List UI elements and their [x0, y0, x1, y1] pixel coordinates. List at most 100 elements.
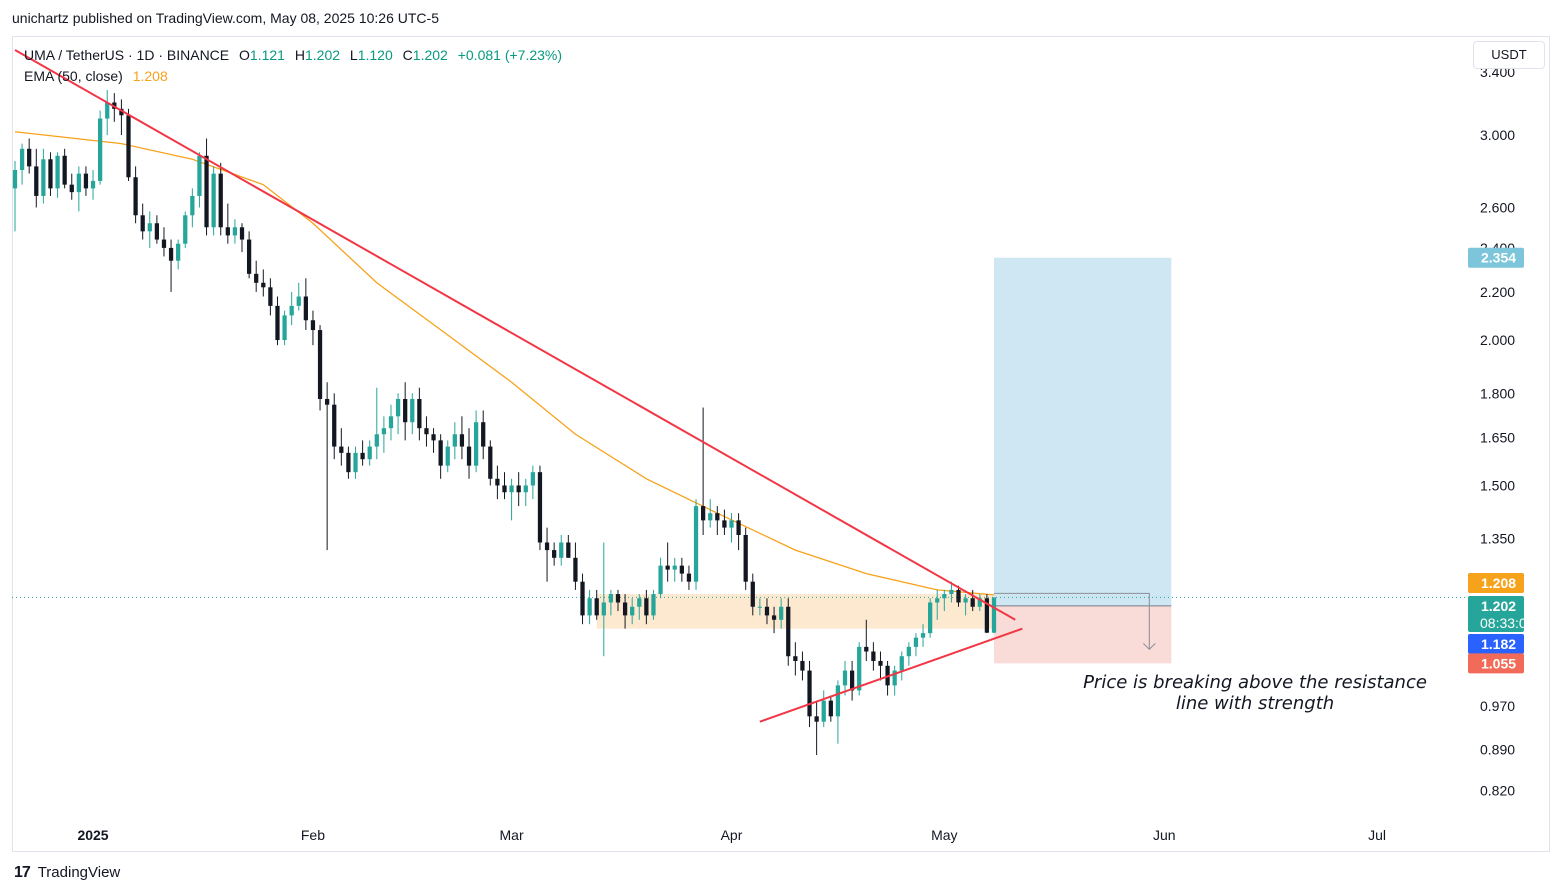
candle-body[interactable] — [395, 398, 401, 417]
candle-body[interactable] — [651, 594, 656, 616]
resistance-trendline[interactable] — [14, 49, 1016, 621]
candle-body[interactable] — [942, 594, 947, 599]
candle-body[interactable] — [438, 440, 443, 466]
candle-body[interactable] — [920, 633, 926, 638]
candle-body[interactable] — [48, 159, 53, 189]
candle-body[interactable] — [133, 177, 138, 216]
candle-body[interactable] — [906, 646, 911, 657]
candle-body[interactable] — [984, 598, 990, 633]
candle-body[interactable] — [41, 159, 46, 196]
candle-body[interactable] — [644, 598, 649, 616]
candle-body[interactable] — [445, 446, 450, 466]
candle-body[interactable] — [488, 446, 493, 479]
candle-body[interactable] — [509, 485, 514, 493]
candle-body[interactable] — [793, 656, 798, 661]
candle-body[interactable] — [197, 155, 202, 196]
candle-body[interactable] — [211, 173, 216, 228]
candle-body[interactable] — [679, 565, 684, 574]
candle-body[interactable] — [537, 472, 543, 543]
candle-body[interactable] — [722, 520, 727, 528]
candle-body[interactable] — [90, 180, 96, 189]
candle-body[interactable] — [346, 452, 351, 473]
candle-body[interactable] — [977, 598, 982, 607]
candle-body[interactable] — [913, 637, 919, 647]
candle-body[interactable] — [729, 520, 734, 528]
candle-body[interactable] — [19, 148, 25, 170]
candle-body[interactable] — [495, 478, 500, 486]
candle-body[interactable] — [842, 670, 848, 686]
candle-body[interactable] — [573, 557, 578, 582]
candle-body[interactable] — [764, 606, 770, 616]
candle-body[interactable] — [204, 155, 209, 228]
candle-body[interactable] — [353, 452, 358, 473]
candle-body[interactable] — [700, 506, 706, 521]
candle-body[interactable] — [821, 700, 826, 722]
candle-body[interactable] — [374, 434, 379, 447]
candle-body[interactable] — [452, 434, 457, 447]
candle-body[interactable] — [608, 594, 614, 603]
candle-body[interactable] — [140, 215, 145, 232]
candle-body[interactable] — [871, 651, 876, 661]
candle-body[interactable] — [218, 173, 223, 228]
candle-body[interactable] — [864, 646, 869, 652]
candle-body[interactable] — [176, 243, 181, 261]
candle-body[interactable] — [62, 155, 67, 185]
candle-body[interactable] — [275, 305, 280, 341]
candle-body[interactable] — [55, 155, 60, 189]
candle-body[interactable] — [665, 565, 670, 570]
candle-body[interactable] — [559, 542, 564, 558]
candle-body[interactable] — [69, 184, 74, 193]
candle-body[interactable] — [98, 118, 103, 181]
candle-body[interactable] — [566, 542, 571, 558]
candle-body[interactable] — [296, 296, 301, 306]
candle-body[interactable] — [289, 305, 294, 316]
candle-body[interactable] — [779, 606, 784, 620]
target-zone[interactable] — [993, 257, 1172, 606]
candle-body[interactable] — [849, 670, 855, 691]
candle-body[interactable] — [183, 215, 188, 244]
candle-body[interactable] — [693, 506, 699, 582]
candle-body[interactable] — [282, 315, 287, 341]
candle-body[interactable] — [254, 273, 259, 283]
candle-body[interactable] — [147, 223, 152, 232]
candle-body[interactable] — [76, 173, 81, 193]
stop-zone[interactable] — [993, 605, 1172, 664]
candle-body[interactable] — [126, 115, 131, 178]
candle-body[interactable] — [339, 446, 344, 453]
candle-body[interactable] — [786, 606, 791, 657]
candle-body[interactable] — [459, 434, 465, 447]
candle-body[interactable] — [12, 169, 18, 189]
candle-body[interactable] — [332, 404, 337, 447]
candle-body[interactable] — [431, 434, 436, 441]
candle-body[interactable] — [743, 534, 748, 582]
candle-body[interactable] — [630, 606, 635, 616]
candle-body[interactable] — [246, 239, 252, 274]
annotation-text[interactable]: Price is breaking above the resistance — [1083, 672, 1427, 693]
candle-body[interactable] — [771, 615, 777, 620]
candle-body[interactable] — [523, 485, 528, 493]
candle-body[interactable] — [928, 602, 933, 634]
candle-body[interactable] — [935, 598, 940, 603]
candle-body[interactable] — [601, 602, 606, 616]
candle-body[interactable] — [835, 685, 841, 717]
candle-body[interactable] — [154, 223, 160, 240]
candle-body[interactable] — [367, 446, 372, 460]
candle-body[interactable] — [800, 660, 805, 671]
candle-body[interactable] — [530, 472, 535, 486]
candle-body[interactable] — [502, 485, 507, 493]
candle-body[interactable] — [381, 428, 387, 435]
annotation-text[interactable]: line with strength — [1176, 693, 1334, 714]
candle-body[interactable] — [715, 513, 720, 521]
candle-body[interactable] — [310, 320, 316, 331]
candle-body[interactable] — [594, 598, 599, 616]
candle-body[interactable] — [757, 606, 763, 608]
candle-body[interactable] — [27, 148, 32, 167]
candle-body[interactable] — [424, 428, 429, 435]
candle-body[interactable] — [190, 195, 195, 216]
candle-body[interactable] — [317, 330, 323, 399]
candle-body[interactable] — [388, 416, 394, 429]
candle-body[interactable] — [161, 239, 167, 248]
candle-body[interactable] — [34, 166, 39, 196]
candle-body[interactable] — [261, 282, 266, 288]
